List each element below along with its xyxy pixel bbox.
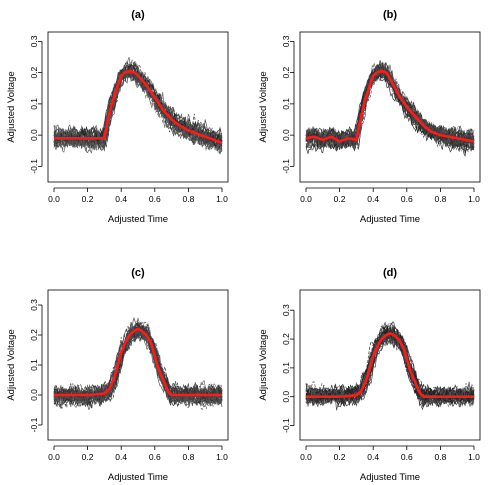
y-tick-label: 0.3	[29, 35, 39, 47]
sample-curve	[53, 69, 223, 149]
mean-curve	[305, 69, 475, 143]
plot-frame	[299, 31, 481, 183]
x-tick-label: 0.4	[367, 194, 379, 204]
x-tick-label: 0.6	[149, 452, 161, 462]
y-tick-label: -0.1	[281, 418, 291, 433]
panel-d: 0.0 0.2 0.4 0.6 0.8 1.0 -0.1 0.0 0.1 0.2 0.3 (d) Adj…	[258, 267, 481, 483]
mean-curve	[306, 332, 474, 398]
plot-frame	[47, 31, 229, 183]
sample-curve	[53, 331, 223, 409]
plot-frame	[299, 289, 481, 441]
y-tick-label: 0.3	[29, 299, 39, 311]
x-tick-label: 0.2	[82, 452, 94, 462]
y-tick-label: -0.1	[29, 159, 39, 174]
x-axis-label: Adjusted Time	[360, 214, 420, 225]
y-tick-label: 0.1	[29, 98, 39, 110]
x-tick-label: 0.2	[82, 194, 94, 204]
panel-title: (d)	[383, 267, 397, 279]
panel-title: (c)	[131, 267, 145, 279]
y-tick-label: -0.1	[281, 159, 291, 174]
x-tick-label: 0.0	[48, 194, 60, 204]
y-axis-label: Adjusted Voltage	[258, 329, 269, 400]
x-tick-label: 0.6	[401, 194, 413, 204]
y-tick-label: 0.3	[281, 304, 291, 316]
panel-c: 0.0 0.2 0.4 0.6 0.8 1.0 -0.1 0.0 0.1 0.2 0.3 (c) Adj…	[6, 267, 229, 483]
x-tick-label: 0.2	[334, 452, 346, 462]
y-tick-label: 0.1	[29, 359, 39, 371]
y-tick-label: 0.2	[281, 333, 291, 345]
y-axis-label: Adjusted Voltage	[6, 71, 17, 142]
panel-b: 0.0 0.2 0.4 0.6 0.8 1.0 -0.1 0.0 0.1 0.2 0.3 (b) Adj…	[258, 9, 481, 225]
y-axis-label: Adjusted Voltage	[6, 329, 17, 400]
x-tick-label: 0.0	[48, 452, 60, 462]
individual-curves	[53, 56, 223, 155]
sample-curve	[53, 323, 223, 406]
y-tick-label: 0.1	[281, 362, 291, 374]
sample-curve	[53, 67, 223, 151]
x-tick-label: 1.0	[216, 194, 228, 204]
x-tick-label: 0.0	[300, 452, 312, 462]
x-tick-label: 1.0	[468, 452, 480, 462]
x-tick-label: 0.2	[334, 194, 346, 204]
y-tick-label: 0.2	[29, 329, 39, 341]
x-tick-label: 0.8	[182, 194, 194, 204]
panel-title: (a)	[131, 9, 145, 21]
y-tick-label: 0.2	[281, 66, 291, 78]
y-tick-label: 0.0	[29, 389, 39, 401]
x-tick-label: 0.4	[115, 194, 127, 204]
y-tick-label: 0.1	[281, 98, 291, 110]
x-tick-label: 0.4	[115, 452, 127, 462]
panel-a: 0.0 0.2 0.4 0.6 0.8 1.0 -0.1 0.0 0.1 0.2 0.3 (a) Adj…	[6, 9, 229, 225]
y-tick-label: 0.0	[281, 129, 291, 141]
x-axis-label: Adjusted Time	[108, 214, 168, 225]
y-axis-label: Adjusted Voltage	[258, 71, 269, 142]
y-tick-label: 0.0	[29, 129, 39, 141]
mean-curve	[54, 327, 222, 397]
x-tick-label: 0.8	[434, 194, 446, 204]
x-axis-label: Adjusted Time	[108, 472, 168, 483]
x-tick-label: 0.8	[434, 452, 446, 462]
x-tick-label: 0.6	[401, 452, 413, 462]
individual-curves	[305, 60, 475, 158]
sample-curve	[305, 323, 475, 403]
y-tick-label: -0.1	[29, 417, 39, 432]
plot-frame	[47, 289, 229, 441]
x-tick-label: 0.4	[367, 452, 379, 462]
x-tick-label: 0.8	[182, 452, 194, 462]
sample-curve	[305, 69, 475, 151]
y-tick-label: 0.2	[29, 66, 39, 78]
x-tick-label: 0.6	[149, 194, 161, 204]
y-tick-label: 0.0	[281, 391, 291, 403]
x-tick-label: 1.0	[468, 194, 480, 204]
x-tick-label: 1.0	[216, 452, 228, 462]
panel-title: (b)	[383, 9, 397, 21]
mean-curve	[54, 69, 223, 145]
x-tick-label: 0.0	[300, 194, 312, 204]
x-axis-label: Adjusted Time	[360, 472, 420, 483]
y-tick-label: 0.3	[281, 35, 291, 47]
